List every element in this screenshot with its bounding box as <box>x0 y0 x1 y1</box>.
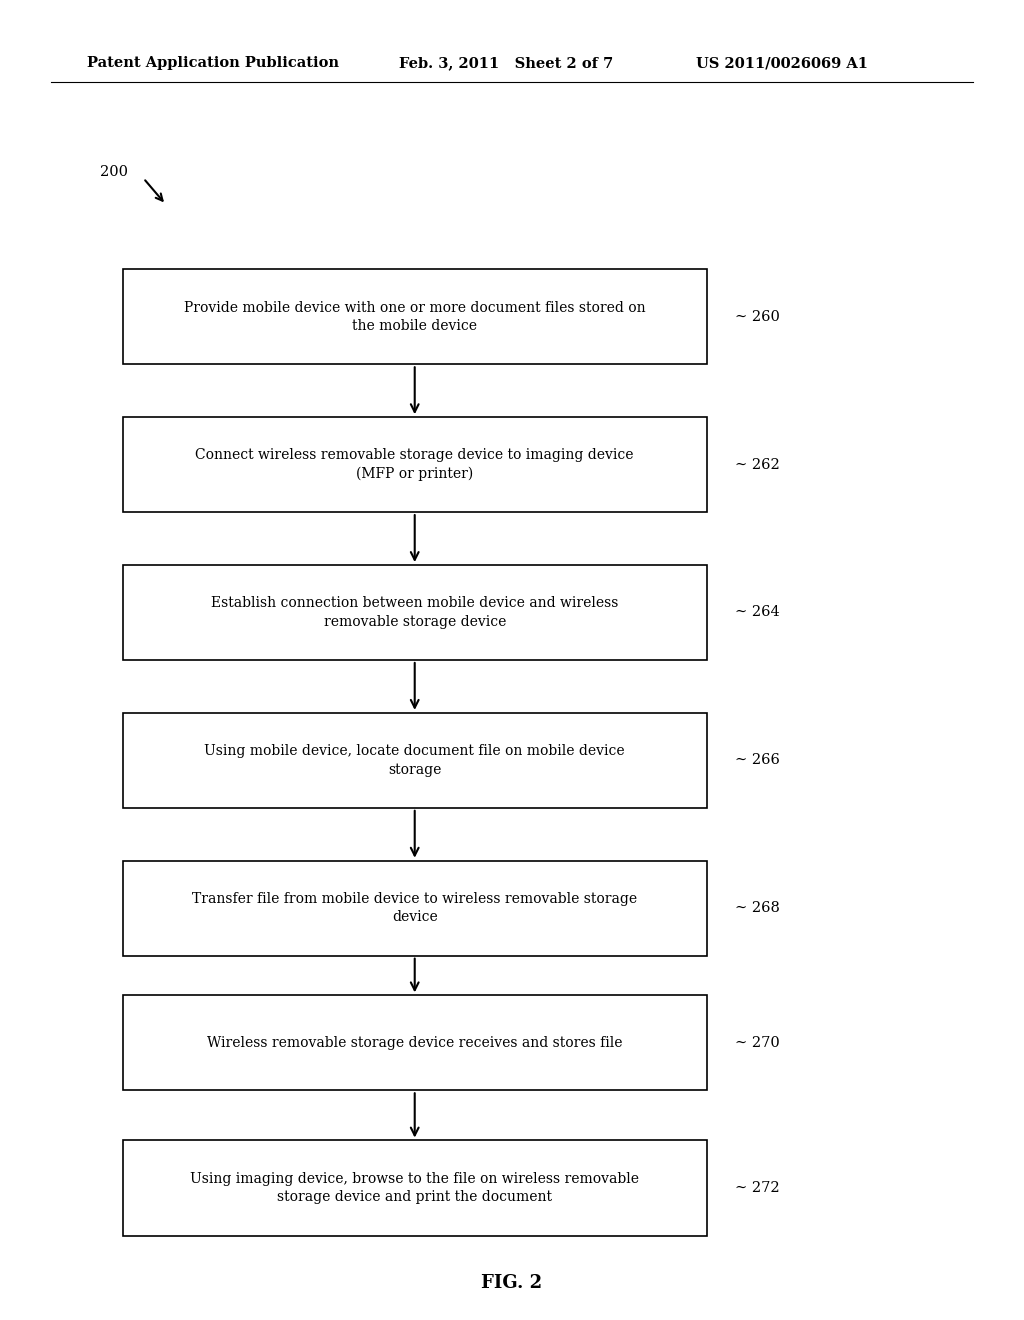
Text: FIG. 2: FIG. 2 <box>481 1274 543 1292</box>
FancyBboxPatch shape <box>123 1140 707 1236</box>
Text: ∼ 262: ∼ 262 <box>735 458 780 471</box>
Text: Patent Application Publication: Patent Application Publication <box>87 57 339 70</box>
Text: ∼ 268: ∼ 268 <box>735 902 780 915</box>
FancyBboxPatch shape <box>123 713 707 808</box>
Text: Feb. 3, 2011   Sheet 2 of 7: Feb. 3, 2011 Sheet 2 of 7 <box>399 57 613 70</box>
Text: ∼ 260: ∼ 260 <box>735 310 780 323</box>
Text: ∼ 270: ∼ 270 <box>735 1036 780 1049</box>
Text: ∼ 272: ∼ 272 <box>735 1181 780 1195</box>
Text: Transfer file from mobile device to wireless removable storage
device: Transfer file from mobile device to wire… <box>193 892 637 924</box>
Text: ∼ 266: ∼ 266 <box>735 754 780 767</box>
Text: ∼ 264: ∼ 264 <box>735 606 780 619</box>
Text: Using imaging device, browse to the file on wireless removable
storage device an: Using imaging device, browse to the file… <box>190 1172 639 1204</box>
FancyBboxPatch shape <box>123 565 707 660</box>
FancyBboxPatch shape <box>123 995 707 1090</box>
Text: Connect wireless removable storage device to imaging device
(MFP or printer): Connect wireless removable storage devic… <box>196 449 634 480</box>
Text: Wireless removable storage device receives and stores file: Wireless removable storage device receiv… <box>207 1036 623 1049</box>
Text: Using mobile device, locate document file on mobile device
storage: Using mobile device, locate document fil… <box>205 744 625 776</box>
Text: 200: 200 <box>100 165 128 178</box>
FancyBboxPatch shape <box>123 269 707 364</box>
Text: Provide mobile device with one or more document files stored on
the mobile devic: Provide mobile device with one or more d… <box>184 301 645 333</box>
FancyBboxPatch shape <box>123 417 707 512</box>
Text: US 2011/0026069 A1: US 2011/0026069 A1 <box>696 57 868 70</box>
Text: Establish connection between mobile device and wireless
removable storage device: Establish connection between mobile devi… <box>211 597 618 628</box>
FancyBboxPatch shape <box>123 861 707 956</box>
